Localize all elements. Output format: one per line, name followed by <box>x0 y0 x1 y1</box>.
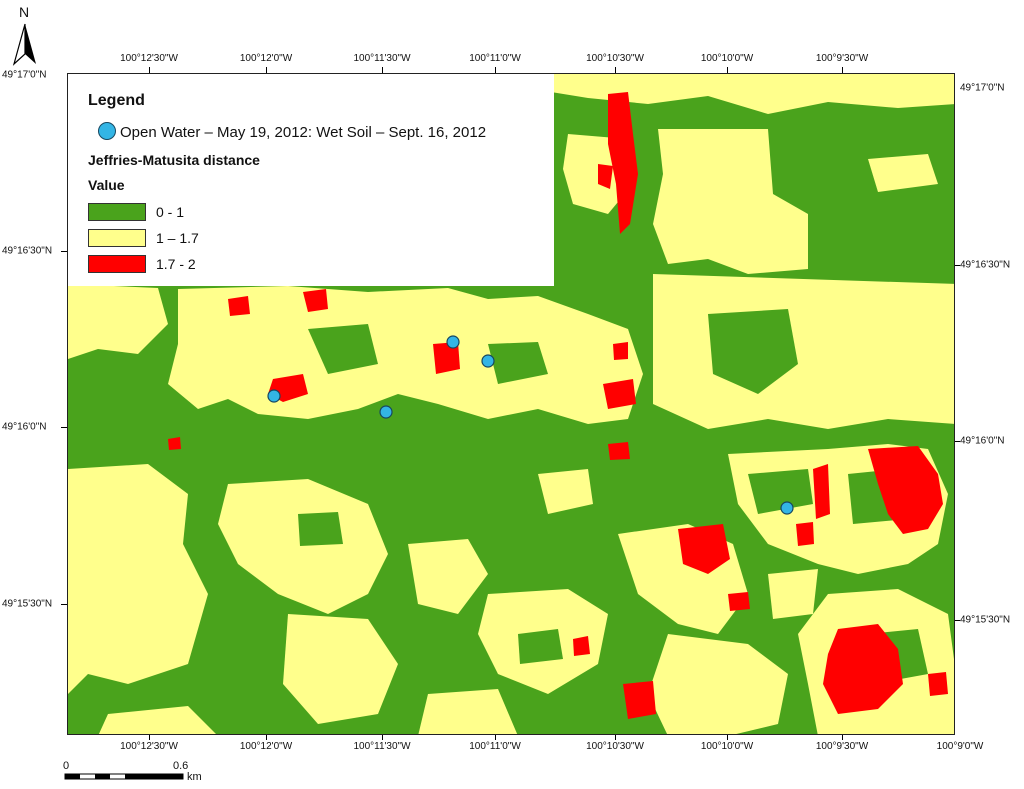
left-tick-label: 49°15'30"N <box>2 598 53 610</box>
bottom-tick-label: 100°10'30"W <box>586 741 644 752</box>
bottom-tick-label: 100°9'0"W <box>936 741 984 752</box>
north-label: N <box>19 4 30 20</box>
scale-unit-label: km <box>187 771 202 783</box>
left-tick-label: 49°17'0"N <box>2 69 47 81</box>
circle-marker-icon <box>98 122 116 140</box>
scale-bar: 0 0.6 km <box>63 760 263 788</box>
legend-value-label: Value <box>88 177 125 193</box>
right-tick-mark <box>955 441 960 442</box>
scale-mid-label: 0.6 <box>173 760 189 772</box>
class-0-1-inclusions <box>298 309 928 684</box>
right-tick-mark <box>955 265 960 266</box>
bottom-tick-mark <box>495 735 496 740</box>
legend-swatch <box>88 255 146 273</box>
top-tick-mark <box>382 67 383 73</box>
left-tick-label: 49°16'0"N <box>2 421 47 433</box>
sample-point-marker[interactable] <box>481 354 495 368</box>
right-tick-label: 49°17'0"N <box>960 82 1005 94</box>
legend-point-entry: Open Water – May 19, 2012: Wet Soil – Se… <box>98 122 486 141</box>
legend-point-label: Open Water – May 19, 2012: Wet Soil – Se… <box>120 124 487 141</box>
sample-point-marker[interactable] <box>446 335 460 349</box>
legend-class-item: 1 – 1.7 <box>88 228 199 248</box>
top-tick-mark <box>266 67 267 73</box>
north-arrow: N <box>10 4 40 68</box>
top-tick-label: 100°9'30"W <box>815 53 869 64</box>
bottom-tick-label: 100°12'0"W <box>239 741 293 752</box>
top-tick-mark <box>615 67 616 73</box>
legend-swatch <box>88 203 146 221</box>
top-tick-mark <box>842 67 843 73</box>
left-tick-mark <box>61 251 67 252</box>
legend-raster-title: Jeffries-Matusita distance <box>88 152 260 168</box>
legend: Legend Open Water – May 19, 2012: Wet So… <box>68 74 554 286</box>
scale-start-label: 0 <box>63 760 70 772</box>
top-tick-label: 100°12'0"W <box>239 53 293 64</box>
bottom-tick-label: 100°12'30"W <box>120 741 178 752</box>
classification-raster <box>68 74 954 734</box>
bottom-tick-mark <box>149 735 150 740</box>
bottom-tick-mark <box>842 735 843 740</box>
sample-point-marker[interactable] <box>267 389 281 403</box>
sample-point-marker[interactable] <box>379 405 393 419</box>
sample-point-marker[interactable] <box>780 501 794 515</box>
map-canvas[interactable] <box>67 73 955 735</box>
legend-class-label: 1.7 - 2 <box>156 256 196 272</box>
legend-class-label: 1 – 1.7 <box>156 230 199 246</box>
top-tick-label: 100°10'0"W <box>700 53 754 64</box>
class-1.7-2-patches <box>168 92 948 719</box>
top-tick-mark <box>149 67 150 73</box>
left-tick-mark <box>61 427 67 428</box>
top-tick-label: 100°10'30"W <box>586 53 644 64</box>
bottom-tick-mark <box>727 735 728 740</box>
top-tick-mark <box>727 67 728 73</box>
top-tick-label: 100°11'0"W <box>469 53 521 64</box>
legend-title: Legend <box>88 92 145 109</box>
right-tick-label: 49°16'0"N <box>960 435 1005 447</box>
bottom-tick-label: 100°11'0"W <box>469 741 521 752</box>
bottom-tick-mark <box>266 735 267 740</box>
right-tick-label: 49°16'30"N <box>960 259 1011 271</box>
legend-class-label: 0 - 1 <box>156 204 185 220</box>
legend-swatch <box>88 229 146 247</box>
bottom-tick-label: 100°9'30"W <box>815 741 869 752</box>
left-tick-label: 49°16'30"N <box>2 245 53 257</box>
right-tick-label: 49°15'30"N <box>960 614 1011 626</box>
sample-points <box>267 335 794 515</box>
bottom-tick-label: 100°10'0"W <box>700 741 754 752</box>
right-tick-mark <box>955 620 960 621</box>
north-arrow-icon <box>12 23 36 66</box>
bottom-tick-mark <box>382 735 383 740</box>
bottom-tick-mark <box>615 735 616 740</box>
top-tick-label: 100°11'30"W <box>353 53 411 64</box>
legend-class-item: 1.7 - 2 <box>88 254 196 274</box>
legend-class-item: 0 - 1 <box>88 202 184 222</box>
bottom-tick-label: 100°11'30"W <box>353 741 411 752</box>
left-tick-mark <box>61 604 67 605</box>
scale-bar-graphic <box>64 773 184 780</box>
top-tick-mark <box>495 67 496 73</box>
top-tick-label: 100°12'30"W <box>120 53 178 64</box>
